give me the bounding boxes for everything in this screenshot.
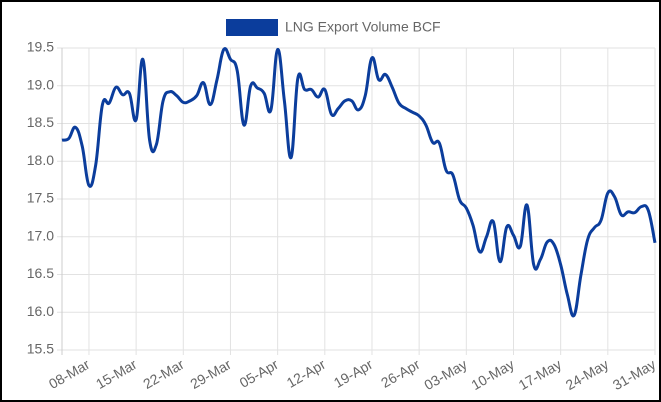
y-tick-label: 19.5 xyxy=(27,39,54,55)
y-tick-label: 16.5 xyxy=(27,265,54,281)
legend-label: LNG Export Volume BCF xyxy=(285,19,441,35)
y-tick-label: 17.0 xyxy=(27,227,54,243)
y-tick-label: 17.5 xyxy=(27,190,54,206)
y-tick-label: 18.0 xyxy=(27,152,54,168)
y-tick-label: 18.5 xyxy=(27,114,54,130)
y-tick-label: 16.0 xyxy=(27,303,54,319)
y-tick-label: 19.0 xyxy=(27,76,54,92)
legend-swatch xyxy=(226,19,278,36)
y-tick-label: 15.5 xyxy=(27,341,54,357)
series-line xyxy=(61,47,657,318)
